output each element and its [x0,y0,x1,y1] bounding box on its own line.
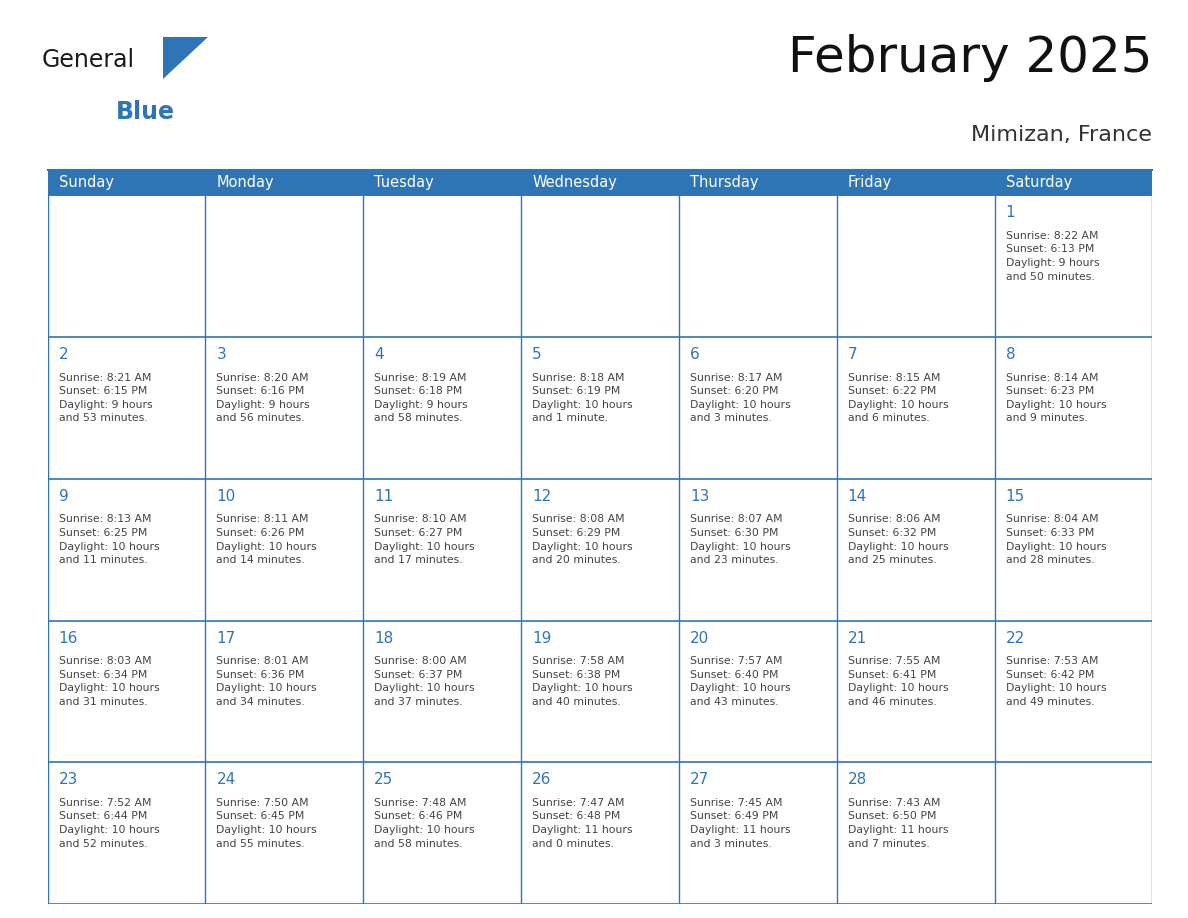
Text: 1: 1 [1005,206,1016,220]
Text: Sunrise: 8:20 AM
Sunset: 6:16 PM
Daylight: 9 hours
and 56 minutes.: Sunrise: 8:20 AM Sunset: 6:16 PM Dayligh… [216,373,310,423]
Text: 8: 8 [1005,347,1016,362]
Text: Sunrise: 8:14 AM
Sunset: 6:23 PM
Daylight: 10 hours
and 9 minutes.: Sunrise: 8:14 AM Sunset: 6:23 PM Dayligh… [1005,373,1106,423]
Text: 2: 2 [58,347,68,362]
Text: 7: 7 [848,347,858,362]
Text: 26: 26 [532,772,551,788]
Text: 28: 28 [848,772,867,788]
Text: General: General [42,48,134,72]
Text: Thursday: Thursday [690,175,758,190]
Text: 20: 20 [690,631,709,645]
Text: Saturday: Saturday [1005,175,1072,190]
Text: Sunrise: 8:13 AM
Sunset: 6:25 PM
Daylight: 10 hours
and 11 minutes.: Sunrise: 8:13 AM Sunset: 6:25 PM Dayligh… [58,514,159,565]
Text: Sunday: Sunday [58,175,114,190]
Text: 6: 6 [690,347,700,362]
Text: February 2025: February 2025 [788,34,1152,82]
Text: Mimizan, France: Mimizan, France [972,125,1152,145]
Text: 12: 12 [532,488,551,504]
Text: Sunrise: 8:19 AM
Sunset: 6:18 PM
Daylight: 9 hours
and 58 minutes.: Sunrise: 8:19 AM Sunset: 6:18 PM Dayligh… [374,373,468,423]
Bar [994,170,1152,196]
Text: 15: 15 [1005,488,1025,504]
Text: Sunrise: 8:07 AM
Sunset: 6:30 PM
Daylight: 10 hours
and 23 minutes.: Sunrise: 8:07 AM Sunset: 6:30 PM Dayligh… [690,514,790,565]
Text: Sunrise: 7:48 AM
Sunset: 6:46 PM
Daylight: 10 hours
and 58 minutes.: Sunrise: 7:48 AM Sunset: 6:46 PM Dayligh… [374,798,475,849]
Text: 3: 3 [216,347,226,362]
Text: 14: 14 [848,488,867,504]
Text: 11: 11 [374,488,393,504]
Text: 17: 17 [216,631,235,645]
Polygon shape [163,37,208,79]
Text: Sunrise: 7:53 AM
Sunset: 6:42 PM
Daylight: 10 hours
and 49 minutes.: Sunrise: 7:53 AM Sunset: 6:42 PM Dayligh… [1005,656,1106,707]
Text: Sunrise: 7:57 AM
Sunset: 6:40 PM
Daylight: 10 hours
and 43 minutes.: Sunrise: 7:57 AM Sunset: 6:40 PM Dayligh… [690,656,790,707]
Text: 25: 25 [374,772,393,788]
Bar [522,170,678,196]
Bar [206,170,364,196]
Text: Sunrise: 8:21 AM
Sunset: 6:15 PM
Daylight: 9 hours
and 53 minutes.: Sunrise: 8:21 AM Sunset: 6:15 PM Dayligh… [58,373,152,423]
Text: 21: 21 [848,631,867,645]
Text: Sunrise: 8:11 AM
Sunset: 6:26 PM
Daylight: 10 hours
and 14 minutes.: Sunrise: 8:11 AM Sunset: 6:26 PM Dayligh… [216,514,317,565]
Text: Friday: Friday [848,175,892,190]
Text: 16: 16 [58,631,78,645]
Text: 4: 4 [374,347,384,362]
Text: 19: 19 [532,631,551,645]
Text: 10: 10 [216,488,235,504]
Text: Sunrise: 7:50 AM
Sunset: 6:45 PM
Daylight: 10 hours
and 55 minutes.: Sunrise: 7:50 AM Sunset: 6:45 PM Dayligh… [216,798,317,849]
Text: 18: 18 [374,631,393,645]
Text: Sunrise: 7:43 AM
Sunset: 6:50 PM
Daylight: 11 hours
and 7 minutes.: Sunrise: 7:43 AM Sunset: 6:50 PM Dayligh… [848,798,948,849]
Text: 9: 9 [58,488,69,504]
Text: Sunrise: 7:45 AM
Sunset: 6:49 PM
Daylight: 11 hours
and 3 minutes.: Sunrise: 7:45 AM Sunset: 6:49 PM Dayligh… [690,798,790,849]
Text: Sunrise: 8:18 AM
Sunset: 6:19 PM
Daylight: 10 hours
and 1 minute.: Sunrise: 8:18 AM Sunset: 6:19 PM Dayligh… [532,373,633,423]
Text: Sunrise: 8:10 AM
Sunset: 6:27 PM
Daylight: 10 hours
and 17 minutes.: Sunrise: 8:10 AM Sunset: 6:27 PM Dayligh… [374,514,475,565]
Text: 24: 24 [216,772,235,788]
Text: Sunrise: 8:04 AM
Sunset: 6:33 PM
Daylight: 10 hours
and 28 minutes.: Sunrise: 8:04 AM Sunset: 6:33 PM Dayligh… [1005,514,1106,565]
Text: Tuesday: Tuesday [374,175,434,190]
Text: Sunrise: 8:17 AM
Sunset: 6:20 PM
Daylight: 10 hours
and 3 minutes.: Sunrise: 8:17 AM Sunset: 6:20 PM Dayligh… [690,373,790,423]
Text: Blue: Blue [116,100,175,125]
Text: 5: 5 [532,347,542,362]
Text: 27: 27 [690,772,709,788]
Text: Sunrise: 7:58 AM
Sunset: 6:38 PM
Daylight: 10 hours
and 40 minutes.: Sunrise: 7:58 AM Sunset: 6:38 PM Dayligh… [532,656,633,707]
Text: Monday: Monday [216,175,274,190]
Bar [364,170,522,196]
Text: Sunrise: 8:22 AM
Sunset: 6:13 PM
Daylight: 9 hours
and 50 minutes.: Sunrise: 8:22 AM Sunset: 6:13 PM Dayligh… [1005,230,1099,282]
Bar [678,170,836,196]
Text: Sunrise: 8:06 AM
Sunset: 6:32 PM
Daylight: 10 hours
and 25 minutes.: Sunrise: 8:06 AM Sunset: 6:32 PM Dayligh… [848,514,948,565]
Text: Sunrise: 7:52 AM
Sunset: 6:44 PM
Daylight: 10 hours
and 52 minutes.: Sunrise: 7:52 AM Sunset: 6:44 PM Dayligh… [58,798,159,849]
Text: Sunrise: 7:55 AM
Sunset: 6:41 PM
Daylight: 10 hours
and 46 minutes.: Sunrise: 7:55 AM Sunset: 6:41 PM Dayligh… [848,656,948,707]
Text: Sunrise: 8:08 AM
Sunset: 6:29 PM
Daylight: 10 hours
and 20 minutes.: Sunrise: 8:08 AM Sunset: 6:29 PM Dayligh… [532,514,633,565]
Bar [48,170,206,196]
Text: 23: 23 [58,772,78,788]
Text: Sunrise: 8:01 AM
Sunset: 6:36 PM
Daylight: 10 hours
and 34 minutes.: Sunrise: 8:01 AM Sunset: 6:36 PM Dayligh… [216,656,317,707]
Text: Sunrise: 8:00 AM
Sunset: 6:37 PM
Daylight: 10 hours
and 37 minutes.: Sunrise: 8:00 AM Sunset: 6:37 PM Dayligh… [374,656,475,707]
Text: Wednesday: Wednesday [532,175,617,190]
Text: 22: 22 [1005,631,1025,645]
Text: 13: 13 [690,488,709,504]
Text: Sunrise: 7:47 AM
Sunset: 6:48 PM
Daylight: 11 hours
and 0 minutes.: Sunrise: 7:47 AM Sunset: 6:48 PM Dayligh… [532,798,632,849]
Text: Sunrise: 8:15 AM
Sunset: 6:22 PM
Daylight: 10 hours
and 6 minutes.: Sunrise: 8:15 AM Sunset: 6:22 PM Dayligh… [848,373,948,423]
Text: Sunrise: 8:03 AM
Sunset: 6:34 PM
Daylight: 10 hours
and 31 minutes.: Sunrise: 8:03 AM Sunset: 6:34 PM Dayligh… [58,656,159,707]
Bar [836,170,994,196]
